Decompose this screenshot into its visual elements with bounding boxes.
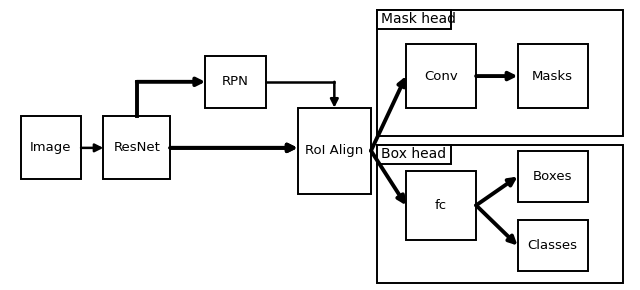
- Bar: [298, 108, 371, 194]
- Text: RPN: RPN: [222, 75, 249, 88]
- Text: RoI Align: RoI Align: [305, 144, 364, 157]
- Text: Masks: Masks: [532, 70, 573, 83]
- Text: Box head: Box head: [381, 147, 445, 161]
- Bar: [378, 10, 451, 29]
- Bar: [103, 116, 170, 180]
- Bar: [20, 116, 81, 180]
- Text: Mask head: Mask head: [381, 12, 456, 26]
- Bar: [378, 10, 623, 136]
- Bar: [378, 145, 451, 164]
- Bar: [518, 44, 588, 108]
- Bar: [406, 171, 476, 240]
- Bar: [378, 145, 623, 283]
- Bar: [518, 220, 588, 271]
- Bar: [406, 44, 476, 108]
- Text: ResNet: ResNet: [113, 141, 160, 154]
- Text: Boxes: Boxes: [533, 170, 572, 183]
- Bar: [518, 151, 588, 202]
- Bar: [205, 56, 266, 108]
- Text: Image: Image: [30, 141, 72, 154]
- Text: Classes: Classes: [527, 239, 577, 252]
- Text: Conv: Conv: [424, 70, 458, 83]
- Text: fc: fc: [435, 199, 447, 212]
